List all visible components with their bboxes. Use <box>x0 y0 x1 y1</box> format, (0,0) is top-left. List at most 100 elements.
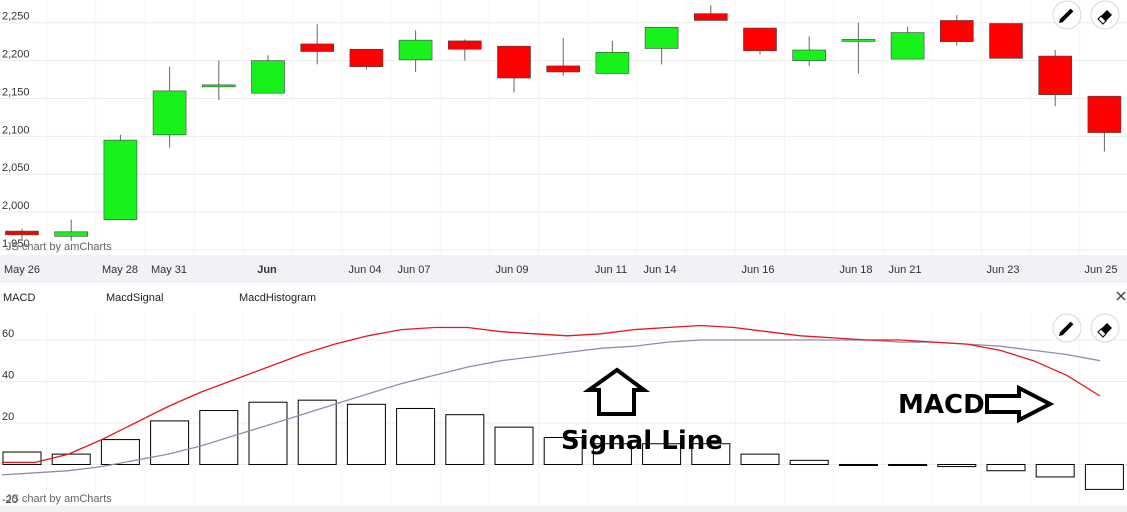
date-tick-label: Jun 25 <box>1084 264 1117 276</box>
legend-item[interactable]: MacdHistogram <box>239 292 316 304</box>
candle-body <box>103 139 138 220</box>
pencil-icon <box>1059 321 1074 336</box>
candle-body <box>1038 55 1072 95</box>
signal-line-annotation: Signal Line <box>561 367 723 456</box>
candle <box>398 30 433 72</box>
candle-body <box>202 84 236 88</box>
candle-body <box>890 32 925 60</box>
candle-body <box>841 39 876 42</box>
macd-tick-label: 40 <box>2 369 14 381</box>
date-tick-label: Jun 16 <box>741 264 774 276</box>
chart-credit: JS chart by amCharts <box>6 241 112 253</box>
price-tick-label: 2,100 <box>2 124 30 136</box>
candle-body <box>743 27 777 52</box>
macd-histogram <box>2 399 1124 490</box>
macd-label: MACD <box>898 390 985 420</box>
histogram-bar <box>789 459 829 465</box>
histogram-bar <box>1035 463 1075 478</box>
candle <box>1038 50 1072 107</box>
candle <box>1087 95 1122 152</box>
candle-body <box>497 45 531 79</box>
candle <box>743 27 777 55</box>
histogram-bar <box>986 463 1026 472</box>
signal-series-line <box>1 339 1101 476</box>
price-tick-label: 1,950 <box>2 238 30 250</box>
date-tick-label: Jun <box>257 264 277 276</box>
date-tick-label: Jun 18 <box>839 264 872 276</box>
legend-band <box>0 283 1127 313</box>
pencil-icon <box>1059 8 1074 23</box>
candle <box>349 48 384 70</box>
date-tick-label: Jun 23 <box>986 264 1019 276</box>
histogram-bar <box>2 451 42 465</box>
histogram-bar <box>297 399 337 465</box>
histogram-bar <box>691 443 731 465</box>
candle-body <box>595 51 630 74</box>
histogram-bar <box>396 407 436 465</box>
candle-body <box>5 230 39 236</box>
erase-button-top[interactable] <box>1090 0 1120 30</box>
close-icon[interactable] <box>1116 291 1126 301</box>
candle <box>447 39 482 61</box>
candle-body <box>546 65 581 73</box>
price-tick-label: 2,000 <box>2 200 30 212</box>
candle <box>595 40 630 74</box>
histogram-bar <box>642 443 682 465</box>
price-tick-label: 2,050 <box>2 162 30 174</box>
candle-body <box>398 39 433 61</box>
date-tick-label: May 31 <box>151 264 187 276</box>
candle-body <box>300 43 335 52</box>
price-tick-label: 2,200 <box>2 49 30 61</box>
macd-tick-label: 60 <box>2 328 14 340</box>
date-tick-label: Jun 14 <box>643 264 676 276</box>
date-tick-label: Jun 09 <box>495 264 528 276</box>
histogram-bar <box>838 463 878 466</box>
date-tick-label: May 26 <box>4 264 40 276</box>
draw-button-top[interactable] <box>1052 0 1082 30</box>
histogram-bar <box>937 463 977 468</box>
candle <box>5 228 39 241</box>
chart-credit-bottom: JS chart by amCharts <box>6 493 112 505</box>
candle <box>644 26 679 65</box>
candle-body <box>939 20 974 42</box>
histogram-bar <box>51 453 91 465</box>
signal-line-label: Signal Line <box>561 426 723 456</box>
candle <box>300 24 335 65</box>
legend-item[interactable]: MacdSignal <box>106 292 163 304</box>
histogram-bar <box>494 426 534 465</box>
date-axis-labels: May 26 May 28 May 31 Jun Jun 04 Jun 07 Jun 09 J… <box>4 264 1118 276</box>
histogram-bar <box>543 437 583 465</box>
right-arrow-icon <box>985 384 1055 424</box>
candle <box>890 26 925 60</box>
date-tick-label: Jun 11 <box>595 264 627 276</box>
histogram-bar <box>150 420 190 465</box>
legend-item[interactable]: MACD <box>3 292 35 304</box>
candles <box>5 5 1122 241</box>
eraser-icon <box>1097 10 1112 25</box>
price-tick-label: 2,150 <box>2 86 30 98</box>
date-axis-band <box>0 255 1127 283</box>
date-tick-label: May 28 <box>102 264 138 276</box>
candle <box>989 23 1023 59</box>
candle <box>497 45 531 93</box>
macd-axis-ticks: -200204060 <box>2 328 18 506</box>
candle <box>792 36 827 66</box>
candle <box>54 219 89 241</box>
eraser-icon <box>1097 323 1112 338</box>
candle <box>939 15 974 46</box>
candle-body <box>54 231 89 237</box>
candle <box>546 37 581 76</box>
candle-body <box>792 49 827 61</box>
candle <box>251 55 285 94</box>
histogram-bar <box>445 414 485 465</box>
date-tick-label: Jun 07 <box>397 264 430 276</box>
candle-body <box>693 13 728 21</box>
candle <box>693 5 728 21</box>
draw-button-bottom[interactable] <box>1052 313 1082 343</box>
bottom-band <box>0 507 1127 512</box>
erase-button-bottom[interactable] <box>1090 313 1120 343</box>
macd-tick-label: 20 <box>2 411 14 423</box>
histogram-bar <box>1084 463 1124 490</box>
